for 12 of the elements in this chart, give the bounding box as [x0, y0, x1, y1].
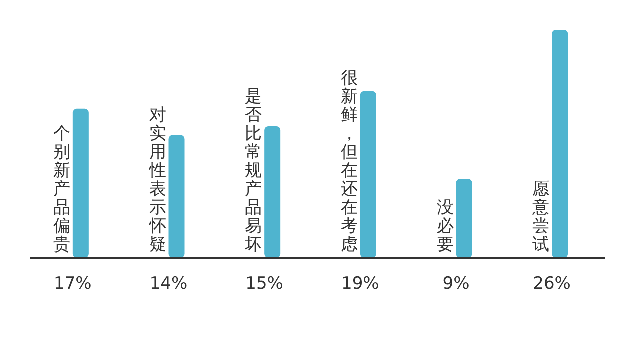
data-label: 14% [150, 274, 188, 294]
data-label: 9% [442, 274, 470, 294]
x-tick-label: 没必要 [436, 198, 454, 255]
data-label: 19% [342, 274, 380, 294]
data-label: 17% [54, 274, 92, 294]
x-tick-label: 对实用性表示怀疑 [148, 106, 166, 255]
x-tick-label: 愿意尝试 [532, 180, 550, 255]
data-label: 15% [246, 274, 284, 294]
category-label: 很新鲜，但在还在考虑 [340, 68, 358, 255]
data-label: 26% [533, 274, 571, 294]
category-label: 是否比常规产品易坏 [245, 87, 262, 255]
x-tick-label: 个别新产品偏贵 [53, 124, 70, 255]
